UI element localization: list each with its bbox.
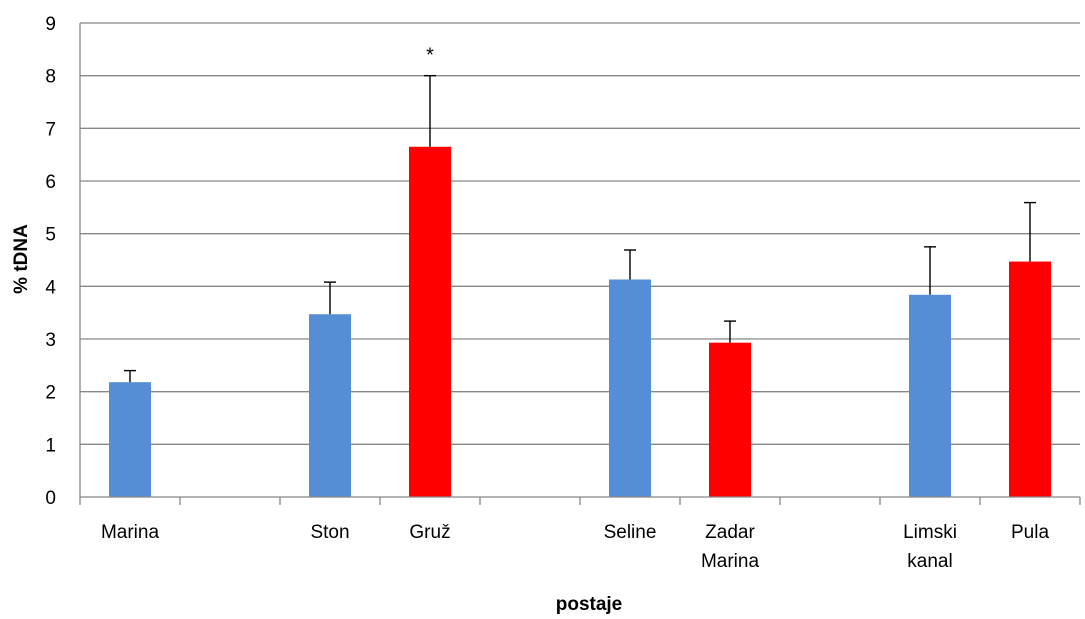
y-tick-labels: 0 1 2 3 4 5 6 7 8 9 bbox=[45, 14, 56, 509]
y-tick-label: 0 bbox=[45, 488, 56, 509]
y-tick-label: 8 bbox=[45, 67, 56, 88]
category-label: Marina bbox=[701, 551, 760, 572]
y-tick-label: 1 bbox=[45, 435, 56, 456]
gridlines bbox=[79, 22, 1080, 497]
bar bbox=[109, 382, 151, 497]
y-axis-title: % tDNA bbox=[11, 224, 32, 294]
y-tick-label: 5 bbox=[45, 225, 56, 246]
error-bars bbox=[124, 74, 1036, 383]
bars bbox=[109, 146, 1051, 497]
category-label: kanal bbox=[907, 551, 952, 572]
x-axis bbox=[79, 496, 1081, 505]
x-axis-title: postaje bbox=[556, 594, 623, 615]
y-tick-label: 9 bbox=[45, 14, 56, 35]
annotations: * bbox=[426, 45, 434, 67]
y-tick-label: 7 bbox=[45, 119, 56, 140]
category-label: Pula bbox=[1011, 522, 1049, 543]
category-label: Seline bbox=[604, 522, 657, 543]
category-label: Limski bbox=[903, 522, 957, 543]
y-tick-label: 4 bbox=[45, 277, 56, 298]
bar bbox=[609, 279, 651, 497]
y-tick-label: 3 bbox=[45, 330, 56, 351]
significance-marker: * bbox=[426, 45, 434, 67]
bar bbox=[709, 342, 751, 497]
category-label: Marina bbox=[101, 522, 160, 543]
category-label: Gruž bbox=[409, 522, 450, 543]
bar bbox=[309, 314, 351, 497]
bar bbox=[1009, 261, 1051, 497]
y-tick-label: 2 bbox=[45, 383, 56, 404]
y-tick-label: 6 bbox=[45, 172, 56, 193]
category-label: Ston bbox=[310, 522, 349, 543]
bar bbox=[409, 146, 451, 497]
category-labels: Marina Ston Gruž Seline Zadar Marina Limski kan… bbox=[101, 522, 1049, 572]
bar bbox=[909, 294, 951, 497]
category-label: Zadar bbox=[705, 522, 755, 543]
